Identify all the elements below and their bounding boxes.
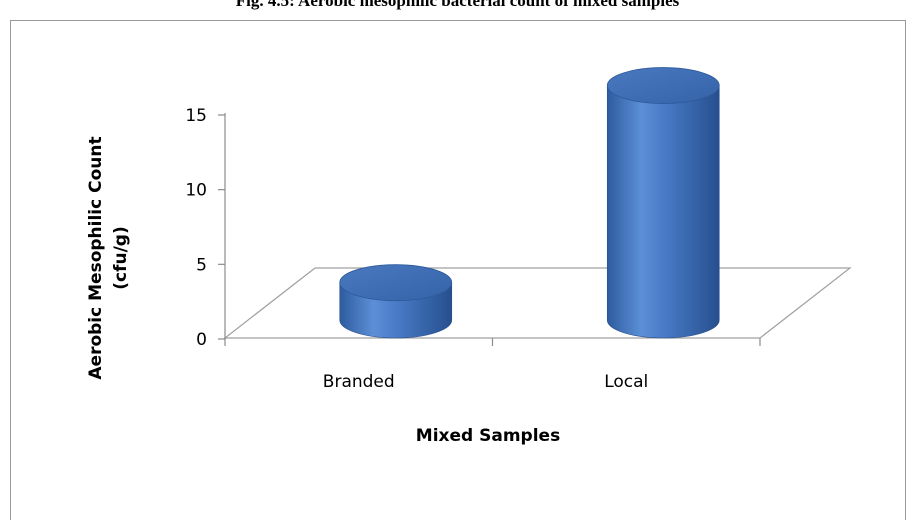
bar-top [606, 67, 720, 104]
bar-local [606, 67, 720, 339]
x-ticks [224, 338, 761, 346]
bar-body [606, 85, 720, 339]
y-ticks: 0 5 10 15 [185, 106, 225, 350]
chart-floor [223, 267, 852, 339]
bars [339, 67, 720, 339]
y-tick-label: 15 [185, 106, 207, 126]
y-axis-title: Aerobic Mesophilic Count (cfu/g) [86, 136, 131, 379]
y-axis-title-line-2: (cfu/g) [111, 226, 131, 290]
bar-top [339, 264, 453, 302]
x-tick-label: Branded [323, 372, 395, 392]
y-tick-label: 0 [196, 330, 207, 350]
x-axis-title: Mixed Samples [416, 426, 560, 446]
y-axis-title-line-1: Aerobic Mesophilic Count [86, 136, 106, 379]
x-labels: Branded Local [323, 372, 648, 392]
bar-chart: 0 5 10 15 Branded Local Mixed Samples Aerobi… [86, 67, 852, 446]
chart-frame [10, 20, 906, 520]
x-tick-label: Local [604, 372, 648, 392]
figure-caption: Fig. 4.5: Aerobic mesophilic bacterial c… [235, 0, 680, 10]
y-tick-label: 10 [185, 181, 207, 201]
bar-branded [339, 264, 453, 339]
y-tick-label: 5 [196, 255, 207, 275]
